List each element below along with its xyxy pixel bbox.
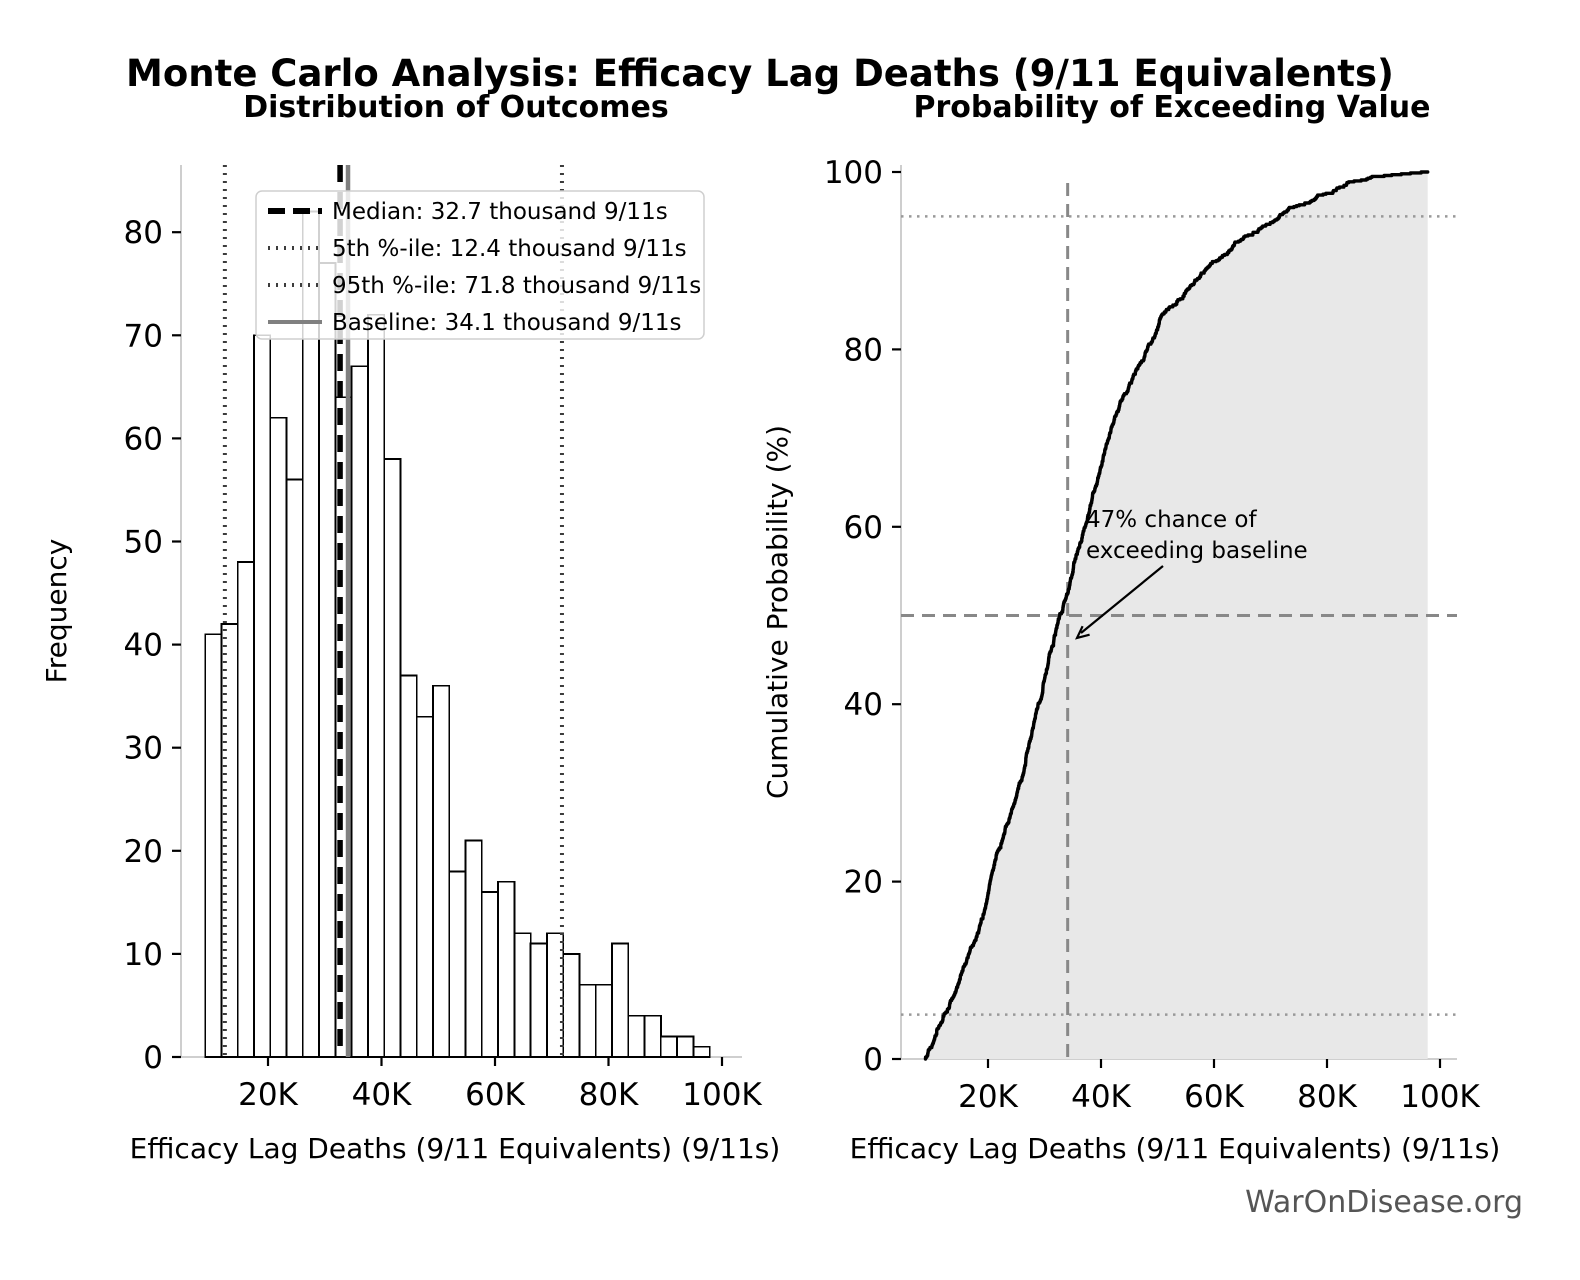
cdf-curve [923, 170, 1430, 1061]
cdf-y-axis-label: Cumulative Probability (%) [761, 425, 794, 799]
x-tick-label: 80K [1297, 1079, 1357, 1115]
histogram-bar [236, 561, 255, 1058]
legend-box [255, 190, 705, 340]
histogram-bar [692, 1045, 711, 1058]
y-tick-label: 100 [824, 155, 883, 191]
annotation-arrow-shaft [1080, 565, 1164, 634]
cdf-annotation: 47% chance of exceeding baseline [1074, 507, 1308, 640]
legend-label-median: Median: 32.7 thousand 9/11s [332, 199, 668, 225]
histogram-bar [285, 478, 304, 1058]
legend: Median: 32.7 thousand 9/11s 5th %-ile: 1… [255, 190, 705, 340]
histogram-bar [204, 633, 223, 1058]
histogram-bar [578, 983, 597, 1058]
y-tick-label: 20 [844, 865, 883, 901]
histogram-bar [659, 1035, 678, 1058]
histogram-bar [220, 623, 239, 1058]
x-tick-label: 80K [579, 1077, 639, 1113]
x-tick-label: 60K [1184, 1079, 1244, 1115]
y-tick-label: 20 [124, 834, 163, 870]
histogram-bar [497, 880, 516, 1058]
histogram-bar [513, 932, 532, 1058]
histogram-x-axis-label: Efficacy Lag Deaths (9/11 Equivalents) (… [130, 1132, 781, 1165]
x-tick-label: 100K [682, 1077, 762, 1113]
histogram-bar [643, 1014, 662, 1058]
histogram-bar [529, 942, 548, 1058]
y-tick-label: 60 [844, 510, 883, 546]
cdf-title: Probability of Exceeding Value [913, 90, 1430, 125]
x-tick-label: 60K [465, 1077, 525, 1113]
y-tick-label: 60 [124, 421, 163, 457]
y-tick-label: 70 [124, 318, 163, 354]
x-tick-label: 40K [352, 1077, 412, 1113]
histogram-bar [627, 1014, 646, 1058]
cdf-x-axis-label: Efficacy Lag Deaths (9/11 Equivalents) (… [850, 1132, 1501, 1165]
histogram-bar [269, 416, 288, 1058]
histogram-bar [594, 983, 613, 1058]
histogram-bars [204, 210, 711, 1058]
histogram-bar [432, 684, 451, 1058]
histogram-y-axis-label: Frequency [40, 539, 73, 684]
y-tick-label: 50 [124, 525, 163, 561]
y-tick-label: 40 [124, 628, 163, 664]
histogram-bar [383, 458, 402, 1058]
histogram-bar [318, 262, 337, 1058]
x-tick-label: 20K [238, 1077, 298, 1113]
annotation-arrow-head [1074, 625, 1090, 640]
histogram-bar [253, 334, 272, 1058]
histogram-bar [448, 870, 467, 1058]
legend-label-p5: 5th %-ile: 12.4 thousand 9/11s [332, 236, 687, 262]
histogram-bar [415, 715, 434, 1058]
histogram-title: Distribution of Outcomes [243, 90, 669, 125]
histogram-bar [480, 891, 499, 1058]
y-tick-label: 0 [143, 1040, 163, 1076]
histogram-bar [350, 365, 369, 1058]
cdf-plot: 20K 40K 60K 80K 100K 0 20 40 60 80 100 [824, 155, 1481, 1115]
annotation-text-line2: exceeding baseline [1086, 538, 1308, 564]
histogram-bar [366, 313, 386, 1058]
x-tick-label: 40K [1071, 1079, 1131, 1115]
watermark: WarOnDisease.org [1245, 1185, 1523, 1220]
y-tick-label: 0 [863, 1042, 883, 1078]
histogram-bar [399, 674, 418, 1058]
annotation-text-line1: 47% chance of [1086, 507, 1258, 533]
histogram-bar [562, 953, 581, 1058]
y-tick-label: 80 [124, 215, 163, 251]
histogram-bar [464, 839, 483, 1058]
legend-label-p95: 95th %-ile: 71.8 thousand 9/11s [332, 273, 701, 299]
histogram-bar [611, 942, 630, 1058]
x-tick-label: 100K [1400, 1079, 1480, 1115]
y-tick-label: 40 [844, 687, 883, 723]
x-tick-label: 20K [958, 1079, 1018, 1115]
y-tick-label: 30 [124, 731, 163, 767]
figure-title: Monte Carlo Analysis: Efficacy Lag Death… [126, 52, 1394, 95]
y-tick-label: 10 [124, 937, 163, 973]
histogram-bar [676, 1035, 695, 1058]
y-tick-label: 80 [844, 332, 883, 368]
legend-label-baseline: Baseline: 34.1 thousand 9/11s [332, 310, 682, 336]
